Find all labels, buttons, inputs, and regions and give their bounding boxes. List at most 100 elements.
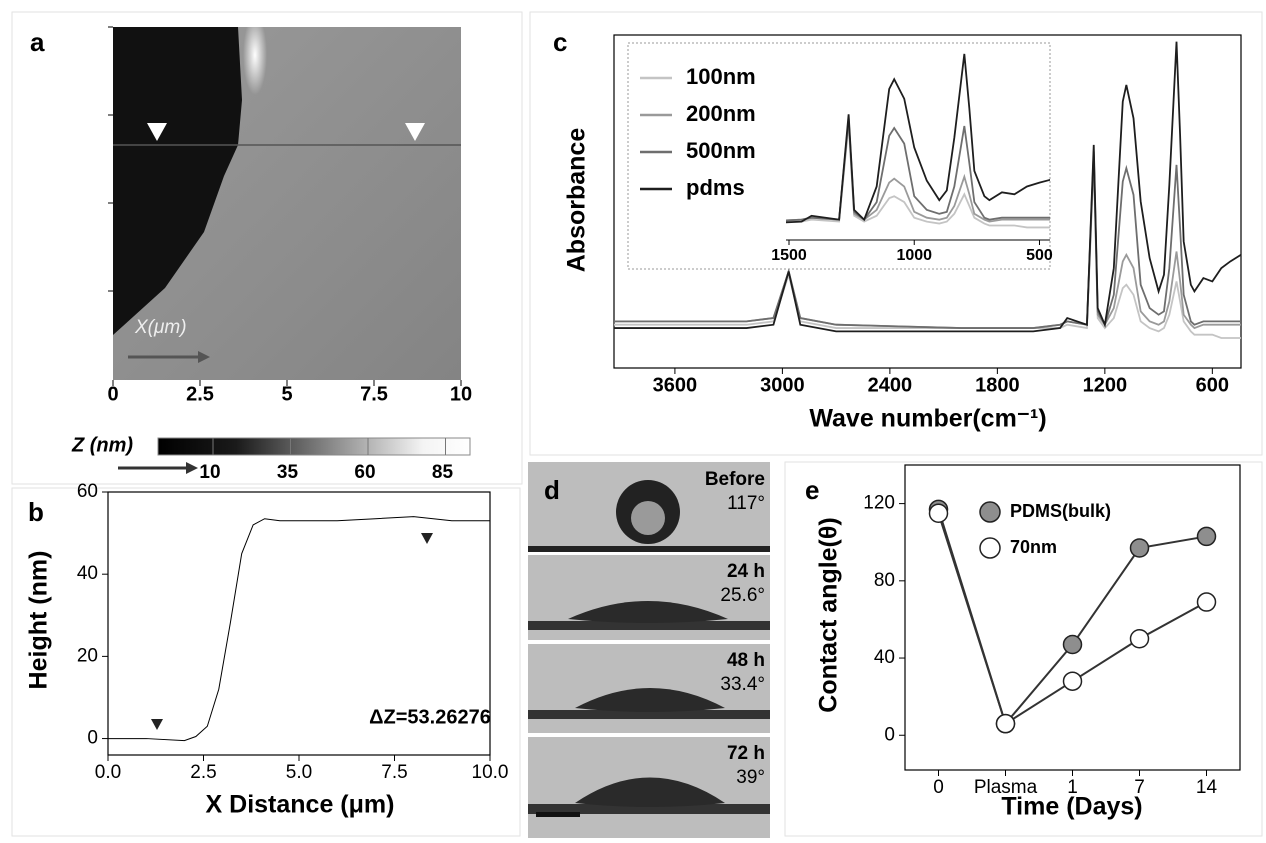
- x-tick-label: 1800: [975, 374, 1020, 396]
- droplet-photos: [528, 462, 770, 838]
- x-tick-label: 7: [1134, 777, 1145, 798]
- x-tick-label: 7.5: [360, 383, 388, 405]
- data-point: [1196, 592, 1217, 612]
- y-axis-title: Height (nm): [25, 551, 53, 690]
- photo-time: Before: [705, 469, 765, 490]
- y-tick-label: 0: [884, 724, 895, 745]
- inset-series-line: [786, 53, 1050, 224]
- data-point: [1196, 526, 1217, 547]
- x-tick-label: 1200: [1083, 374, 1128, 396]
- x-tick-label: 600: [1196, 374, 1229, 396]
- x-axis-title: Time (Days): [1001, 793, 1142, 821]
- x-tick-label: 2.5: [186, 383, 214, 405]
- y-tick-label: 20: [77, 645, 98, 666]
- data-point: [1062, 671, 1083, 691]
- legend-label: 200nm: [686, 101, 756, 126]
- colorbar-tick-label: 10: [199, 462, 220, 483]
- x-tick-label: 3600: [653, 374, 698, 396]
- droplet: [568, 601, 728, 623]
- panel-label: a: [30, 27, 45, 57]
- x-tick-label: Plasma: [974, 777, 1038, 798]
- arrow-head: [198, 351, 210, 363]
- panel-label: b: [28, 497, 44, 527]
- inset-series-line: [786, 118, 1050, 222]
- marker: [151, 719, 163, 730]
- legend-label: 70nm: [1010, 537, 1057, 557]
- x-tick-label: 14: [1196, 777, 1218, 798]
- legend-marker: [979, 537, 1001, 559]
- substrate: [528, 621, 770, 630]
- x-tick-label: 7.5: [381, 762, 407, 783]
- x-axis-title: Wave number(cm⁻¹): [809, 405, 1046, 433]
- marker: [405, 123, 425, 141]
- x-tick-label: 1: [1067, 777, 1078, 798]
- y-tick-label: 120: [863, 493, 895, 514]
- panel-frame: [784, 461, 1263, 837]
- droplet: [575, 688, 725, 712]
- data-point: [1129, 628, 1150, 649]
- panel-frame: [11, 487, 521, 837]
- data-point: [995, 713, 1016, 734]
- droplet-highlight: [631, 501, 665, 535]
- inset-plot: [786, 53, 1050, 229]
- x-tick-label: 0: [933, 777, 944, 798]
- x-tick-label: 2400: [868, 374, 913, 396]
- y-tick-label: 0: [87, 728, 98, 749]
- panel-label: c: [553, 27, 567, 57]
- inset-tick-label: 1500: [771, 247, 807, 264]
- legend-label: pdms: [686, 175, 745, 200]
- series-line: [937, 509, 1207, 726]
- photo-angle: 117°: [727, 493, 765, 514]
- y-axis-title: Contact angle(θ): [815, 517, 843, 712]
- inset-series-line: [786, 124, 1050, 229]
- photo-time: 24 h: [727, 561, 765, 582]
- inset-tick-label: 1000: [896, 247, 932, 264]
- substrate: [528, 546, 770, 552]
- x-tick-label: 5.0: [286, 762, 312, 783]
- y-tick-label: 80: [874, 570, 895, 591]
- series-line: [614, 161, 1241, 339]
- data-point: [1129, 538, 1150, 558]
- inset-tick-label: 500: [1026, 247, 1053, 264]
- panel-frame: [529, 11, 1263, 456]
- x-axis-title: X Distance (μm): [206, 791, 395, 819]
- y-tick-label: 40: [77, 563, 98, 584]
- annotation: ΔZ=53.26276: [369, 706, 491, 728]
- x-tick-label: 10: [450, 383, 472, 405]
- substrate: [528, 710, 770, 719]
- plot-frame: [613, 34, 1242, 369]
- x-tick-label: 0.0: [95, 762, 121, 783]
- afm-edge: [243, 15, 267, 95]
- series-line: [614, 151, 1241, 329]
- series-line: [614, 41, 1242, 333]
- x-tick-label: 5: [281, 383, 292, 405]
- y-tick-label: 40: [874, 647, 895, 668]
- data-point: [1062, 634, 1083, 655]
- colorbar-tick-label: 85: [432, 462, 454, 483]
- photo-angle: 39°: [736, 767, 765, 788]
- photo-time: 48 h: [727, 650, 765, 671]
- marker: [147, 123, 167, 141]
- colorbar-tick-label: 35: [277, 462, 299, 483]
- colorbar-label: Z (nm): [71, 434, 133, 456]
- y-tick-label: 60: [77, 481, 98, 502]
- x-tick-label: 2.5: [190, 762, 216, 783]
- data-point: [928, 503, 949, 524]
- y-axis-title: Absorbance: [563, 128, 591, 273]
- panel-frame: [11, 11, 523, 485]
- photo-time: 72 h: [727, 743, 765, 764]
- arrow-head: [186, 462, 198, 474]
- legend-label: 500nm: [686, 138, 756, 163]
- substrate: [528, 804, 770, 814]
- x-tick-label: 3000: [760, 374, 805, 396]
- photo-angle: 25.6°: [720, 585, 765, 606]
- legend-marker: [979, 501, 1001, 523]
- marker: [421, 533, 433, 544]
- x-tick-label: 0: [107, 383, 118, 405]
- inset-frame: [627, 42, 1051, 270]
- inset-series-line: [786, 120, 1050, 223]
- x-tick-label: 10.0: [472, 762, 509, 783]
- afm-image: [113, 15, 461, 380]
- panel-label: e: [805, 475, 819, 505]
